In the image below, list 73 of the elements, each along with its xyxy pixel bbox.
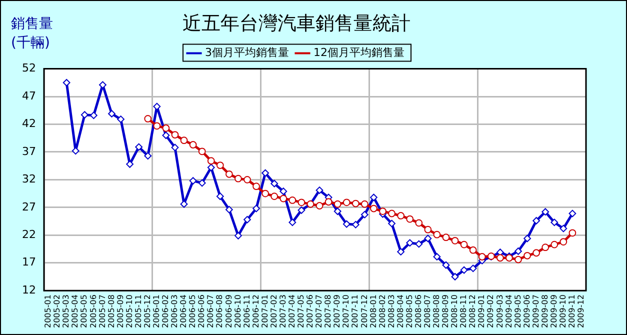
x-tick-label: 2005-05 xyxy=(80,294,89,328)
x-tick-label: 2007-10 xyxy=(342,294,351,328)
x-tick-label: 2006-03 xyxy=(170,294,180,328)
y-tick-label: 32 xyxy=(22,172,36,186)
x-tick-label: 2006-05 xyxy=(188,294,198,328)
x-tick-label: 2008-04 xyxy=(396,294,405,328)
x-tick-label: 2006-04 xyxy=(179,294,188,328)
x-tick-label: 2007-01 xyxy=(260,294,270,328)
y-axis-title: 銷售量 (千輛) xyxy=(11,15,53,53)
x-tick-label: 2005-12 xyxy=(142,294,152,328)
x-tick-label: 2007-03 xyxy=(278,294,288,328)
x-tick-label: 2005-07 xyxy=(98,294,107,328)
x-tick-label: 2009-09 xyxy=(549,294,558,328)
x-tick-label: 2008-09 xyxy=(441,294,450,328)
x-tick-label: 2005-08 xyxy=(106,294,116,328)
x-tick-label: 2009-06 xyxy=(522,294,532,328)
x-tick-label: 2009-04 xyxy=(504,294,514,328)
x-tick-label: 2008-12 xyxy=(468,294,478,328)
x-tick-label: 2007-05 xyxy=(296,294,306,328)
x-tick-label: 2007-07 xyxy=(314,294,324,328)
x-tick-label: 2009-05 xyxy=(513,294,522,328)
x-tick-label: 2008-11 xyxy=(459,294,468,328)
y-tick-label: 42 xyxy=(22,117,36,130)
y-tick-label: 47 xyxy=(22,89,36,102)
x-tick-label: 2005-04 xyxy=(70,294,80,328)
x-tick-label: 2008-06 xyxy=(414,294,423,328)
y-tick-label: 12 xyxy=(22,283,36,296)
x-tick-label: 2005-09 xyxy=(116,294,125,328)
y-tick-label: 27 xyxy=(22,200,36,214)
legend-label: 12個月平均銷售量 xyxy=(314,46,404,60)
x-tick-label: 2008-08 xyxy=(432,294,442,328)
x-tick-label: 2007-02 xyxy=(269,294,278,328)
x-tick-label: 2009-02 xyxy=(486,294,496,328)
x-tick-label: 2008-03 xyxy=(386,294,396,328)
y-tick-label: 17 xyxy=(22,256,36,269)
x-tick-label: 2006-07 xyxy=(206,294,216,328)
x-tick-label: 2007-08 xyxy=(324,294,333,328)
x-tick-label: 2007-06 xyxy=(306,294,315,328)
x-tick-label: 2009-01 xyxy=(477,294,486,328)
x-tick-label: 2008-05 xyxy=(404,294,414,328)
y-tick-label: 22 xyxy=(22,228,36,241)
x-tick-label: 2006-06 xyxy=(197,294,206,328)
x-tick-label: 2009-11 xyxy=(568,294,577,328)
x-tick-label: 2005-02 xyxy=(52,294,62,328)
x-tick-label: 2008-02 xyxy=(378,294,387,328)
x-tick-label: 2009-07 xyxy=(531,294,540,328)
x-tick-label: 2006-08 xyxy=(215,294,224,328)
x-tick-label: 2007-12 xyxy=(360,294,369,328)
x-tick-label: 2009-03 xyxy=(495,294,504,328)
x-tick-label: 2008-01 xyxy=(368,294,378,328)
x-tick-label: 2007-11 xyxy=(350,294,360,328)
chart-title: 近五年台灣汽車銷售量統計 xyxy=(182,12,410,34)
x-tick-label: 2005-03 xyxy=(62,294,71,328)
x-tick-label: 2006-12 xyxy=(251,294,260,328)
y-tick-label: 37 xyxy=(22,144,36,158)
x-tick-label: 2009-12 xyxy=(576,294,586,328)
y-tick-label: 52 xyxy=(22,62,36,75)
x-tick-label: 2007-04 xyxy=(287,294,296,328)
x-tick-label: 2008-10 xyxy=(450,294,460,328)
x-tick-label: 2006-11 xyxy=(242,294,252,328)
x-tick-label: 2007-09 xyxy=(332,294,342,328)
x-tick-label: 2005-11 xyxy=(134,294,143,328)
x-tick-label: 2005-01 xyxy=(44,294,53,328)
x-tick-label: 2009-08 xyxy=(540,294,550,328)
x-tick-label: 2006-09 xyxy=(224,294,234,328)
x-tick-label: 2008-07 xyxy=(422,294,432,328)
legend-label: 3個月平均銷售量 xyxy=(205,46,289,60)
x-tick-label: 2005-10 xyxy=(124,294,134,328)
x-tick-label: 2006-10 xyxy=(233,294,242,328)
x-tick-label: 2006-02 xyxy=(161,294,170,328)
x-tick-label: 2009-10 xyxy=(558,294,568,328)
x-tick-label: 2005-06 xyxy=(88,294,98,328)
x-tick-label: 2006-01 xyxy=(152,294,161,328)
